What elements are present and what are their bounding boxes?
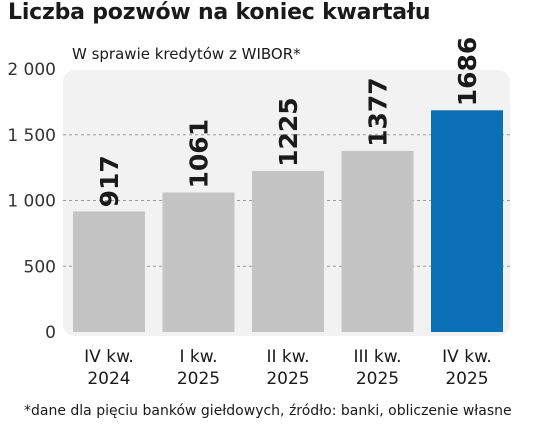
data-label: 1061 (185, 119, 214, 189)
y-tick-label: 0 (45, 323, 56, 343)
data-labels: 917 1061 1225 1377 1686 (95, 37, 482, 208)
x-axis-categories: IV kw. 2024 I kw. 2025 II kw. 2025 III kw. 2025… (84, 347, 492, 389)
x-category-label: IV kw. 2025 (442, 347, 492, 389)
y-tick-label: 1 500 (7, 126, 56, 146)
y-tick-label: 1 000 (7, 192, 56, 212)
data-label: 1225 (274, 97, 303, 167)
data-label: 1377 (364, 77, 393, 147)
bar (73, 211, 145, 332)
y-axis-ticks: 0 500 1 000 1 500 2 000 (7, 60, 56, 343)
x-category-label: IV kw. 2024 (84, 347, 134, 389)
footnote: *dane dla pięciu banków giełdowych, źród… (24, 403, 512, 419)
y-tick-label: 500 (24, 257, 56, 277)
data-label: 1686 (453, 37, 482, 107)
x-category-label: III kw. 2025 (353, 347, 401, 389)
chart-title: Liczba pozwów na koniec kwartału (8, 0, 431, 25)
data-label: 917 (95, 155, 124, 207)
x-category-label: I kw. 2025 (177, 347, 220, 389)
bar (341, 150, 414, 332)
chart-subtitle: W sprawie kredytów z WIBOR* (72, 45, 301, 63)
bar (162, 192, 235, 332)
bar (252, 170, 324, 332)
x-category-label: II kw. 2025 (266, 347, 309, 389)
bar (431, 110, 503, 332)
y-tick-label: 2 000 (7, 60, 56, 80)
bars (73, 110, 503, 332)
